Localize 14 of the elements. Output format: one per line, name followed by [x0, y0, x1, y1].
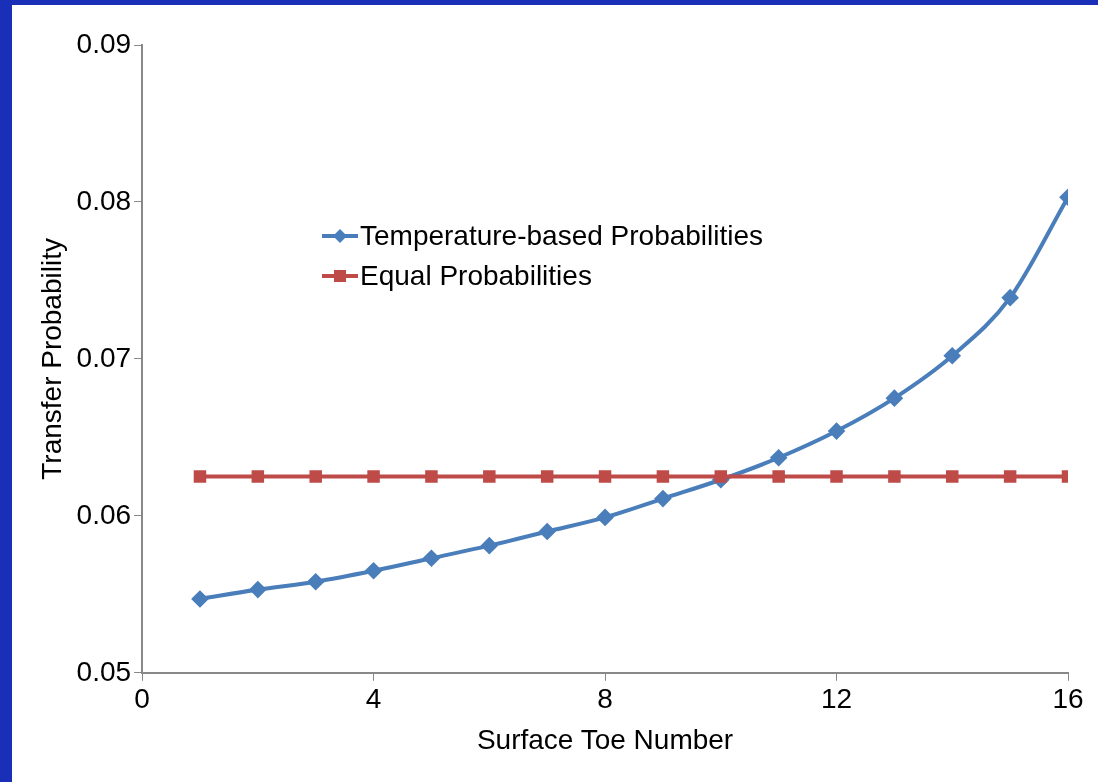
y-tick-label: 0.08	[76, 184, 132, 216]
x-axis-title: Surface Toe Number	[476, 723, 734, 755]
y-tick-label: 0.05	[76, 655, 132, 687]
x-tick-label: 4	[365, 683, 382, 715]
legend-label: Equal Probabilities	[360, 260, 592, 292]
legend-label: Temperature-based Probabilities	[360, 220, 764, 252]
y-tick-label: 0.07	[76, 341, 132, 373]
x-tick-label: 16	[1052, 683, 1084, 715]
y-axis-title: Transfer Probability	[35, 238, 67, 480]
x-tick-label: 12	[820, 683, 853, 715]
y-tick-label: 0.09	[76, 27, 132, 59]
y-tick-label: 0.06	[76, 498, 132, 530]
x-tick-label: 0	[134, 683, 150, 715]
x-tick-label: 8	[597, 683, 613, 715]
